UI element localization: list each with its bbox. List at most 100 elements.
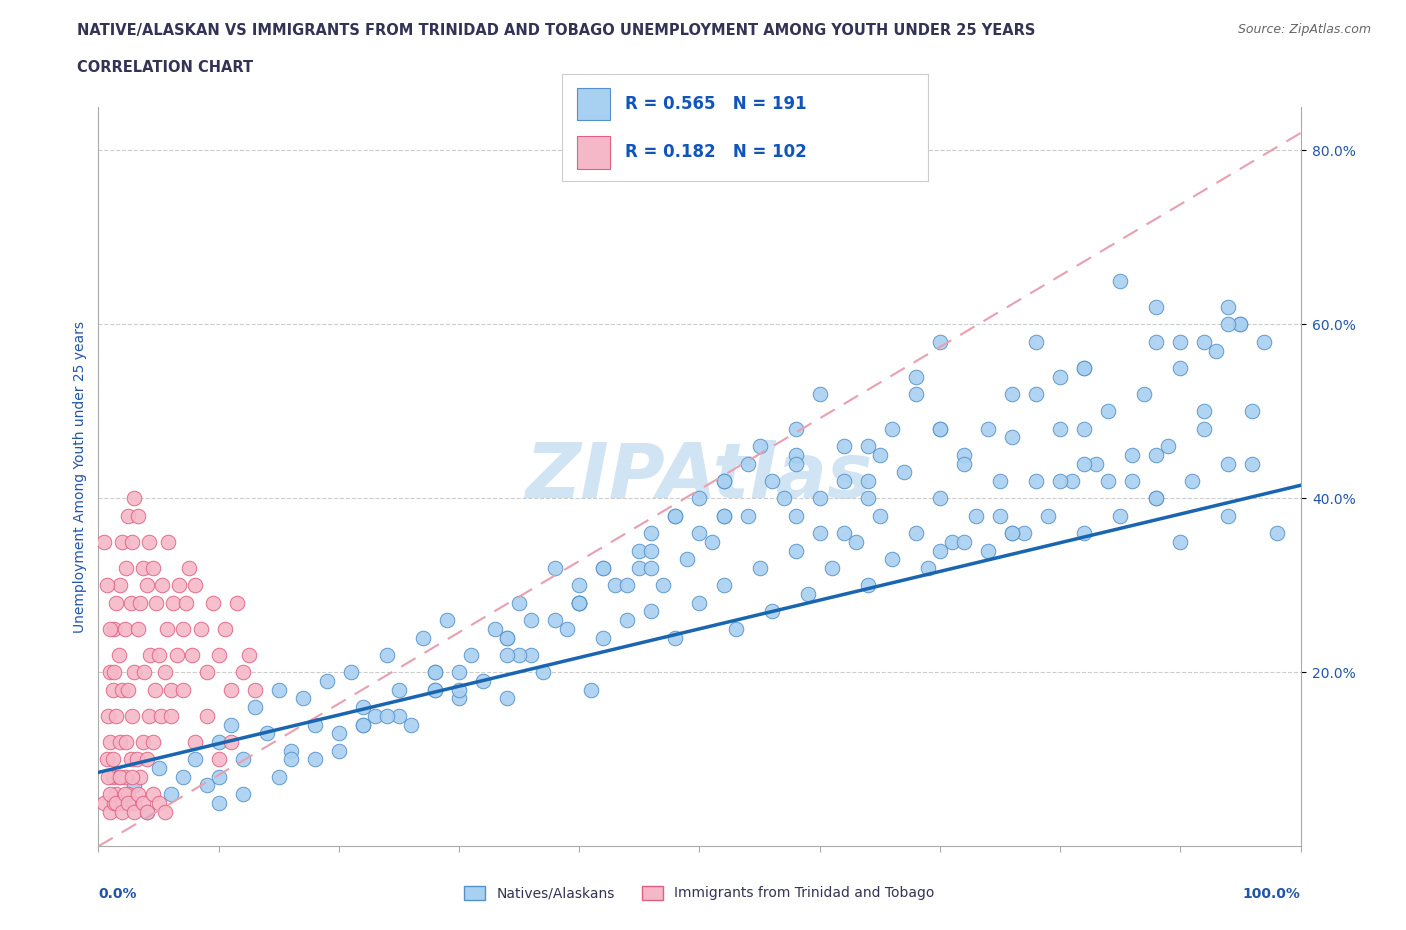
- Point: [581, 683, 603, 698]
- Point: [156, 621, 179, 636]
- Point: [1121, 447, 1143, 462]
- Point: [111, 804, 134, 819]
- Point: [111, 535, 134, 550]
- Point: [195, 709, 218, 724]
- Point: [195, 778, 218, 793]
- Point: [953, 456, 976, 471]
- Point: [785, 543, 807, 558]
- Point: [120, 595, 142, 610]
- Point: [1229, 317, 1251, 332]
- Point: [988, 509, 1011, 524]
- Point: [125, 751, 148, 766]
- Point: [856, 439, 879, 454]
- Point: [195, 665, 218, 680]
- Point: [605, 578, 627, 592]
- Point: [225, 595, 247, 610]
- Point: [917, 561, 939, 576]
- Point: [143, 683, 166, 698]
- Point: [713, 509, 735, 524]
- Text: 100.0%: 100.0%: [1243, 887, 1301, 901]
- Point: [174, 595, 197, 610]
- Point: [785, 421, 807, 436]
- Point: [100, 804, 122, 819]
- Point: [149, 709, 172, 724]
- Point: [1049, 473, 1071, 488]
- Y-axis label: Unemployment Among Youth under 25 years: Unemployment Among Youth under 25 years: [73, 321, 87, 632]
- Point: [1025, 387, 1047, 402]
- Point: [832, 473, 855, 488]
- Point: [124, 804, 146, 819]
- Point: [148, 795, 170, 810]
- Point: [159, 709, 181, 724]
- Point: [737, 509, 759, 524]
- Point: [208, 769, 231, 784]
- Point: [105, 795, 128, 810]
- Point: [880, 421, 903, 436]
- Point: [412, 631, 434, 645]
- Point: [190, 621, 212, 636]
- Point: [748, 561, 770, 576]
- Point: [436, 613, 458, 628]
- Point: [97, 709, 120, 724]
- Point: [340, 665, 363, 680]
- Point: [928, 421, 950, 436]
- Point: [1157, 439, 1180, 454]
- Point: [1218, 317, 1240, 332]
- Point: [256, 725, 278, 740]
- Point: [141, 561, 163, 576]
- Point: [1241, 404, 1264, 418]
- Point: [103, 621, 125, 636]
- Point: [132, 665, 155, 680]
- Point: [172, 769, 194, 784]
- Point: [219, 735, 242, 750]
- Point: [496, 631, 519, 645]
- Point: [127, 621, 149, 636]
- Point: [856, 578, 879, 592]
- Point: [1144, 491, 1167, 506]
- Point: [423, 683, 446, 698]
- Point: [700, 535, 723, 550]
- Point: [243, 699, 266, 714]
- Point: [832, 439, 855, 454]
- Point: [208, 735, 231, 750]
- Point: [114, 769, 136, 784]
- Point: [101, 751, 124, 766]
- Point: [785, 447, 807, 462]
- Point: [132, 735, 155, 750]
- Point: [616, 613, 638, 628]
- Point: [1001, 525, 1024, 540]
- Point: [1109, 509, 1132, 524]
- Point: [138, 535, 160, 550]
- Point: [172, 683, 194, 698]
- Point: [127, 787, 149, 802]
- Point: [1025, 473, 1047, 488]
- Point: [423, 665, 446, 680]
- Point: [748, 439, 770, 454]
- Point: [167, 578, 190, 592]
- Point: [447, 691, 470, 706]
- Point: [159, 683, 181, 698]
- Point: [1073, 525, 1095, 540]
- Point: [496, 631, 519, 645]
- Point: [713, 578, 735, 592]
- Point: [904, 369, 927, 384]
- Legend: Natives/Alaskans, Immigrants from Trinidad and Tobago: Natives/Alaskans, Immigrants from Trinid…: [458, 880, 941, 906]
- Point: [1253, 335, 1275, 350]
- Point: [138, 709, 160, 724]
- Point: [928, 335, 950, 350]
- Point: [375, 709, 398, 724]
- Point: [928, 543, 950, 558]
- Point: [1229, 317, 1251, 332]
- Point: [977, 543, 1000, 558]
- Point: [267, 683, 290, 698]
- Point: [713, 473, 735, 488]
- Point: [181, 647, 204, 662]
- Point: [484, 621, 506, 636]
- Point: [97, 769, 120, 784]
- Point: [162, 595, 184, 610]
- Point: [845, 535, 868, 550]
- Point: [447, 683, 470, 698]
- Point: [101, 769, 124, 784]
- Point: [100, 665, 122, 680]
- Point: [1049, 369, 1071, 384]
